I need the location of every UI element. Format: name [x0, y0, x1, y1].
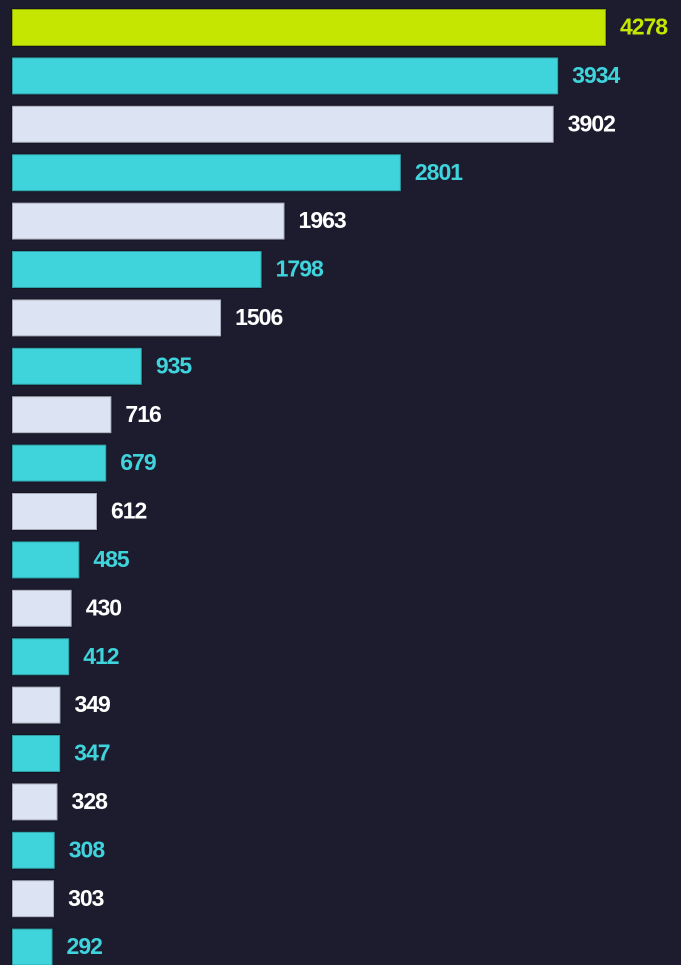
value-label: 308 [69, 836, 106, 862]
bar [11, 782, 59, 822]
bar [11, 588, 73, 628]
value-label: 3934 [572, 62, 620, 88]
bar [11, 540, 81, 580]
value-label: 4278 [620, 14, 668, 40]
bar [11, 685, 62, 725]
bar [11, 927, 54, 965]
bar [11, 492, 98, 531]
value-label: 292 [67, 933, 103, 959]
value-label: 2801 [415, 159, 463, 185]
value-label: 328 [72, 788, 109, 814]
value-label: 679 [120, 449, 156, 475]
bar [11, 346, 143, 386]
value-label: 485 [93, 546, 130, 572]
value-label: 347 [74, 740, 110, 766]
value-label: 1506 [235, 304, 282, 330]
value-label: 935 [156, 352, 193, 378]
bar [11, 104, 555, 144]
bar [11, 830, 56, 870]
value-label: 1798 [276, 256, 324, 282]
value-label: 303 [68, 885, 104, 911]
value-label: 349 [74, 691, 110, 717]
bar [11, 298, 223, 338]
bar [11, 8, 607, 47]
bar [11, 153, 402, 193]
bar [11, 879, 56, 919]
value-label: 412 [83, 643, 119, 669]
value-label: 716 [125, 401, 161, 427]
value-label: 1963 [299, 207, 346, 233]
value-label: 3902 [568, 110, 615, 136]
bar [11, 56, 560, 96]
bar [11, 443, 108, 483]
bar [11, 201, 286, 241]
bar [11, 395, 113, 435]
value-label: 430 [86, 594, 122, 620]
bar [11, 250, 263, 289]
bar [11, 637, 71, 677]
value-label: 612 [111, 498, 147, 524]
bar [11, 734, 62, 773]
